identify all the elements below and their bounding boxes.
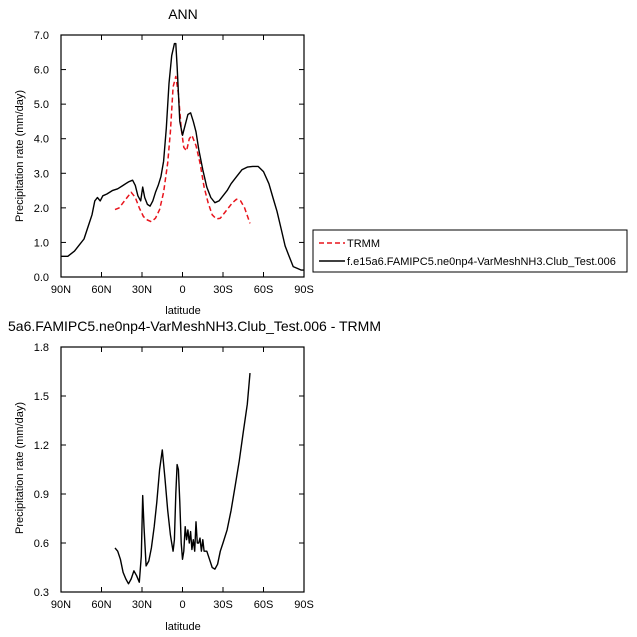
legend-box: [312, 229, 628, 273]
chart-2-series-model-line: [114, 373, 251, 585]
chart-2-ytick-label: 1.2: [34, 440, 49, 452]
chart-1-ytick-label: 5.0: [34, 99, 49, 111]
chart-1-xlabel: latitude: [165, 305, 200, 317]
chart-1-ytick-label: 4.0: [34, 134, 49, 146]
chart-1-xtick-label: 30S: [213, 284, 233, 296]
chart-2-ylabel: Precipitation rate (mm/day): [14, 402, 26, 534]
chart-1-ytick-label: 0.0: [34, 272, 49, 284]
chart-2-xlabel: latitude: [165, 621, 200, 633]
chart-2-ytick-label: 0.9: [34, 489, 49, 501]
chart-1-series-model-line: [61, 42, 304, 271]
chart-1-legend: TRMM f.e15a6.FAMIPC5.ne0np4-VarMeshNH3.C…: [312, 229, 628, 273]
chart-2-xtick-label: 30S: [213, 599, 233, 611]
chart-2-plot-frame: [60, 346, 305, 593]
chart-2-xtick-label: 90S: [294, 599, 314, 611]
chart-2-xtick-label: 0: [179, 599, 185, 611]
chart-2-xtick-label: 60S: [254, 599, 274, 611]
chart-1-xtick-label: 90N: [51, 284, 71, 296]
chart-2-ytick-label: 1.5: [34, 391, 49, 403]
chart-1-ytick-label: 2.0: [34, 203, 49, 215]
chart-1-ytick-label: 1.0: [34, 237, 49, 249]
chart-1-title: ANN: [168, 6, 198, 22]
chart-1-xtick-label: 60S: [254, 284, 274, 296]
chart-1-series-trmm-line: [114, 75, 251, 224]
chart-1-plot-frame: [60, 34, 305, 278]
chart-2-title: 5a6.FAMIPC5.ne0np4-VarMeshNH3.Club_Test.…: [8, 318, 381, 334]
chart-2-ytick-label: 1.8: [34, 342, 49, 354]
chart-1-xtick-label: 60N: [91, 284, 111, 296]
chart-2-xtick-label: 30N: [132, 599, 152, 611]
chart-2-xtick-label: 90N: [51, 599, 71, 611]
legend-model-label: f.e15a6.FAMIPC5.ne0np4-VarMeshNH3.Club_T…: [347, 256, 616, 268]
chart-2-ytick-label: 0.6: [34, 538, 49, 550]
chart-1-ytick-label: 3.0: [34, 168, 49, 180]
legend-trmm-label: TRMM: [347, 238, 380, 250]
chart-1-xtick-label: 30N: [132, 284, 152, 296]
chart-1-ytick-label: 6.0: [34, 65, 49, 77]
chart-1-xtick-label: 0: [179, 284, 185, 296]
chart-2-ytick-label: 0.3: [34, 587, 49, 599]
chart-1-ylabel: Precipitation rate (mm/day): [14, 90, 26, 222]
chart-1-ytick-label: 7.0: [34, 30, 49, 42]
chart-2-xtick-label: 60N: [91, 599, 111, 611]
chart-1-xtick-label: 90S: [294, 284, 314, 296]
